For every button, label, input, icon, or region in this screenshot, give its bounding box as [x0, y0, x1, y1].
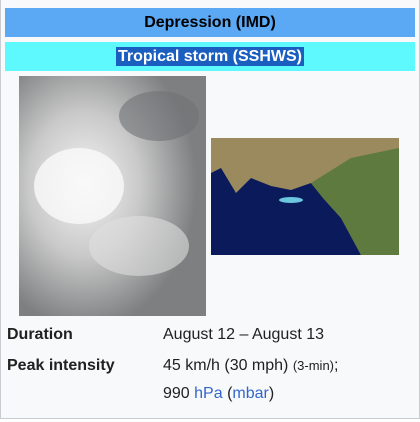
paren-close: ): [268, 385, 275, 402]
wind: 45 km/h (30 mph): [163, 357, 289, 374]
track-map-image[interactable]: [211, 138, 399, 255]
mbar-link[interactable]: mbar: [232, 385, 269, 402]
paren-open: (: [227, 385, 233, 402]
wind-line: 45 km/h (30 mph) (3-min);: [163, 357, 338, 375]
pressure-line: 990 hPa (mbar): [163, 385, 274, 403]
satellite-image[interactable]: [19, 76, 206, 316]
separator: ;: [334, 357, 339, 374]
hpa-link[interactable]: hPa: [194, 385, 223, 402]
pressure: 990: [163, 385, 190, 402]
wind-note: (3-min): [292, 358, 335, 373]
peak-intensity-label: Peak intensity: [7, 357, 115, 374]
sshws-header: Tropical storm (SSHWS): [5, 42, 415, 71]
sshws-text: Tropical storm (SSHWS): [115, 47, 305, 66]
imd-header: Depression (IMD): [5, 8, 415, 37]
duration-value: August 12 – August 13: [163, 326, 325, 343]
duration-label: Duration: [7, 326, 73, 343]
